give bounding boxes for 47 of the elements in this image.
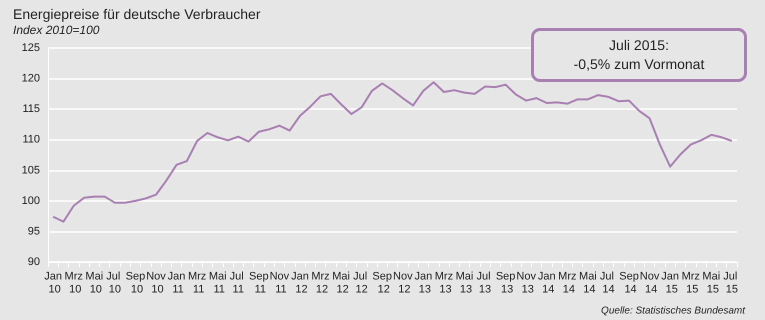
x-tick-label: Mrz 13 [434,270,454,296]
x-tick-label: Nov 12 [393,270,414,296]
x-tick-label: Jan 14 [538,270,556,296]
x-tick-label: Mai 14 [579,270,597,296]
y-tick-label: 95 [28,225,40,238]
x-tick-label: Jan 15 [661,270,680,296]
x-tick-label: Mai 13 [456,270,474,296]
source-note: Quelle: Statistisches Bundesamt [601,306,746,316]
x-tick-label: Jul 13 [476,270,494,296]
x-tick-label: Sep 13 [496,270,516,296]
x-tick-label: Jul 14 [600,270,618,296]
x-tick-label: Jul 15 [723,270,740,296]
y-tick-label: 125 [22,42,40,54]
y-tick-label: 120 [22,72,40,85]
y-tick-label: 110 [22,134,40,146]
x-tick-label: Jan 13 [414,270,432,296]
x-tick-label: Mrz 15 [682,270,700,296]
x-tick-label: Nov 14 [640,270,660,296]
x-tick-label: Jul 11 [230,270,247,296]
x-tick-label: Sep 10 [126,270,146,296]
x-tick-label: Nov 13 [516,270,536,296]
x-tick-label: Mai 10 [85,270,104,296]
x-tick-label: Sep 11 [249,270,269,296]
x-tick-label: Sep 12 [372,270,392,296]
x-tick-label: Jul 12 [353,270,370,296]
chart-subtitle: Index 2010=100 [13,23,100,37]
x-tick-label: Jul 10 [106,270,124,296]
y-tick-label: 100 [22,194,40,207]
y-tick-label: 105 [22,164,40,176]
x-tick-label: Mrz 11 [188,270,206,296]
x-tick-label: Jan 11 [168,270,186,296]
x-tick-label: Nov 10 [146,270,166,296]
x-tick-label: Mai 11 [208,270,227,296]
callout-box: Juli 2015: -0,5% zum Vormonat [531,28,747,82]
x-tick-label: Nov 11 [270,270,290,296]
x-tick-label: Mrz 10 [64,270,83,296]
line-series [52,81,733,223]
x-tick-label: Jan 10 [44,270,62,296]
y-tick-label: 90 [28,256,40,268]
x-tick-label: Mai 12 [332,270,350,296]
x-tick-label: Jan 12 [291,270,309,296]
x-tick-label: Mai 15 [702,270,720,296]
chart-title: Energiepreise für deutsche Verbraucher [13,6,261,22]
x-tick-label: Sep 14 [619,270,639,296]
x-tick-label: Mrz 12 [311,270,330,296]
x-tick-label: Mrz 14 [558,270,576,296]
y-tick-label: 115 [22,103,40,116]
